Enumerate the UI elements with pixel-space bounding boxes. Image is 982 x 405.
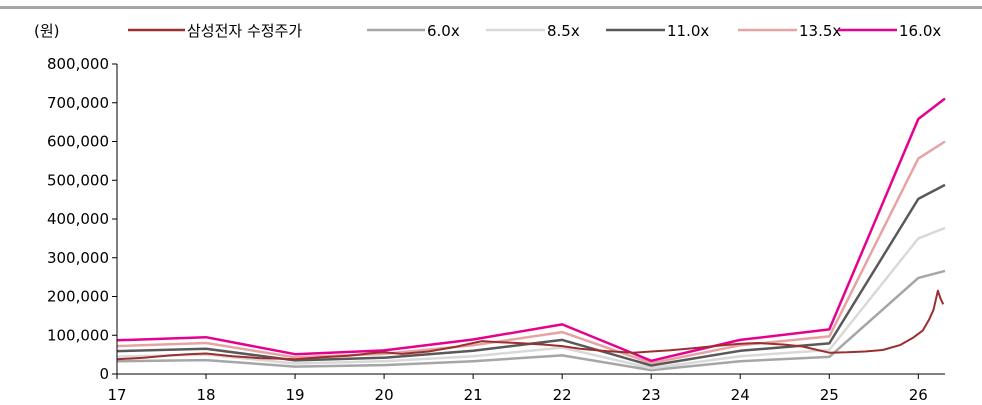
x-tick-label: 20 — [375, 386, 394, 404]
x-tick-label: 26 — [909, 386, 928, 404]
unit-label: (원) — [34, 22, 60, 40]
x-tick-label: 21 — [464, 386, 483, 404]
x-tick-label: 19 — [286, 386, 305, 404]
legend-label-5: 16.0x — [899, 22, 941, 40]
series-line-5 — [117, 99, 945, 361]
series-line-2 — [117, 228, 945, 368]
legend: 삼성전자 수정주가 6.0x 8.5x 11.0x 13.5x 16.0x — [128, 22, 941, 40]
legend-label-0: 삼성전자 수정주가 — [187, 22, 302, 40]
legend-label-4: 13.5x — [799, 22, 841, 40]
y-tick-label: 500,000 — [47, 171, 109, 189]
y-tick-label: 200,000 — [47, 288, 109, 306]
series-lines — [117, 99, 945, 371]
y-tick-label: 800,000 — [47, 55, 109, 73]
x-axis-ticks: 17 18 19 20 21 22 23 24 25 26 — [107, 374, 927, 404]
y-tick-label: 700,000 — [47, 94, 109, 112]
x-tick-label: 25 — [820, 386, 839, 404]
y-tick-label: 600,000 — [47, 133, 109, 151]
y-tick-label: 0 — [99, 365, 109, 383]
x-tick-label: 24 — [731, 386, 750, 404]
y-tick-label: 400,000 — [47, 210, 109, 228]
legend-label-2: 8.5x — [547, 22, 580, 40]
x-tick-label: 18 — [196, 386, 215, 404]
legend-label-3: 11.0x — [667, 22, 709, 40]
x-tick-label: 22 — [553, 386, 572, 404]
y-axis-ticks: 0 100,000 200,000 300,000 400,000 500,000 600,… — [47, 55, 117, 383]
y-tick-label: 300,000 — [47, 249, 109, 267]
y-tick-label: 100,000 — [47, 326, 109, 344]
series-line-1 — [117, 271, 945, 370]
x-tick-label: 17 — [107, 386, 126, 404]
legend-label-1: 6.0x — [427, 22, 460, 40]
x-tick-label: 23 — [642, 386, 661, 404]
